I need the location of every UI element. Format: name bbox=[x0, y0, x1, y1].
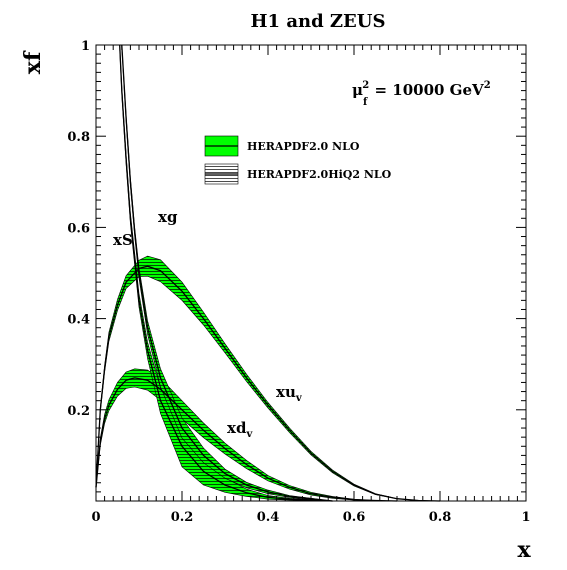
curve-label-xdv-main: xd bbox=[227, 419, 247, 437]
scale-sup: 2 bbox=[362, 80, 369, 91]
scale-equals: = 10000 GeV bbox=[369, 81, 484, 99]
uncertainty-bands bbox=[95, 44, 441, 502]
y-tick-label: 0.8 bbox=[67, 130, 90, 145]
y-axis-title: xf bbox=[20, 50, 46, 74]
curve-label-xdv: xdv bbox=[227, 419, 253, 440]
x-tick-label: 0.2 bbox=[171, 510, 194, 525]
curve-label-xS: xS bbox=[113, 231, 133, 249]
curve-xdv bbox=[95, 377, 398, 502]
scale-sub: f bbox=[363, 97, 368, 108]
curve-label-xuv: xuv bbox=[276, 383, 303, 404]
curve-xS bbox=[121, 44, 333, 502]
y-tick-label: 0.6 bbox=[67, 221, 90, 236]
scale-mu: μ bbox=[352, 81, 363, 99]
axis-ticks bbox=[95, 44, 527, 502]
curve-xg bbox=[119, 44, 333, 502]
curve-label-xuv-sub: v bbox=[295, 393, 303, 404]
curve-label-xg: xg bbox=[158, 208, 178, 226]
chart-title: H1 and ZEUS bbox=[251, 11, 386, 32]
y-tick-label: 0.4 bbox=[67, 313, 90, 328]
legend: HERAPDF2.0 NLO HERAPDF2.0HiQ2 NLO bbox=[204, 135, 392, 185]
curve-xuv bbox=[95, 265, 441, 502]
y-tick-label: 1 bbox=[81, 39, 90, 54]
legend-label-hiq2: HERAPDF2.0HiQ2 NLO bbox=[247, 168, 392, 181]
central-curves bbox=[95, 44, 441, 502]
tick-labels: 0 0.2 0.4 0.6 0.8 1 0.2 0.4 0.6 0.8 1 bbox=[67, 39, 530, 525]
scale-label: μf 2 = 10000 GeV2 bbox=[352, 80, 491, 108]
x-tick-label: 0.6 bbox=[343, 510, 366, 525]
x-axis-title: x bbox=[517, 537, 531, 563]
y-tick-label: 0.2 bbox=[67, 404, 90, 419]
x-tick-label: 0 bbox=[91, 510, 100, 525]
legend-label-nlo: HERAPDF2.0 NLO bbox=[247, 140, 360, 153]
curve-label-xuv-main: xu bbox=[276, 383, 296, 401]
x-tick-label: 0.4 bbox=[257, 510, 280, 525]
x-tick-label: 1 bbox=[521, 510, 530, 525]
scale-unit-sup: 2 bbox=[484, 80, 491, 91]
x-tick-label: 0.8 bbox=[429, 510, 452, 525]
curve-label-xdv-sub: v bbox=[245, 429, 253, 440]
